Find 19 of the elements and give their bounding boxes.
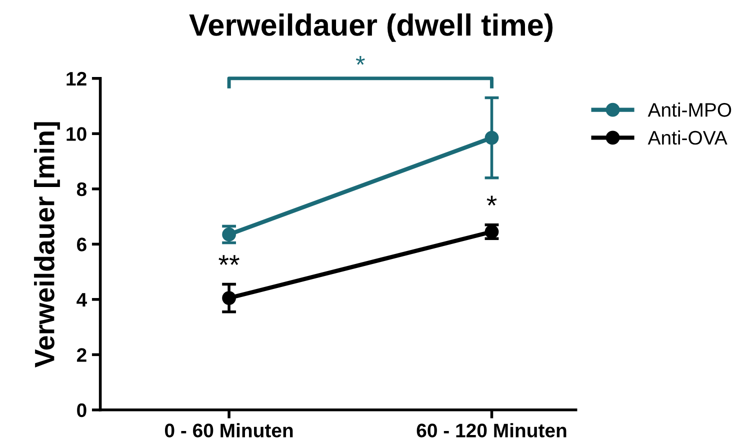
y-tick-label: 8 xyxy=(76,182,87,196)
text: * xyxy=(356,56,365,65)
y-tick-label: 4 xyxy=(76,293,88,306)
annotation: * xyxy=(486,196,497,206)
point xyxy=(222,291,236,305)
legend-label: Anti-OVA xyxy=(648,130,728,145)
y-tick-label: 10 xyxy=(66,127,86,141)
chart-title: Verweildauer (dwell time) xyxy=(189,13,553,42)
x-tick-label: 60 - 120 Minuten xyxy=(416,423,566,438)
legend-label: Anti-MPO xyxy=(648,102,732,117)
point xyxy=(484,130,499,145)
point xyxy=(222,228,236,242)
y-tick-label: 2 xyxy=(76,348,86,362)
annotation: ** xyxy=(218,255,240,265)
y-tick-label: 6 xyxy=(77,238,86,252)
x-tick-label: 0 - 60 Minuten xyxy=(164,423,293,438)
y-tick-label: 0 xyxy=(77,403,86,418)
y-axis-title: Verweildauer [min] xyxy=(34,122,60,368)
y-tick-label: 12 xyxy=(66,72,86,86)
